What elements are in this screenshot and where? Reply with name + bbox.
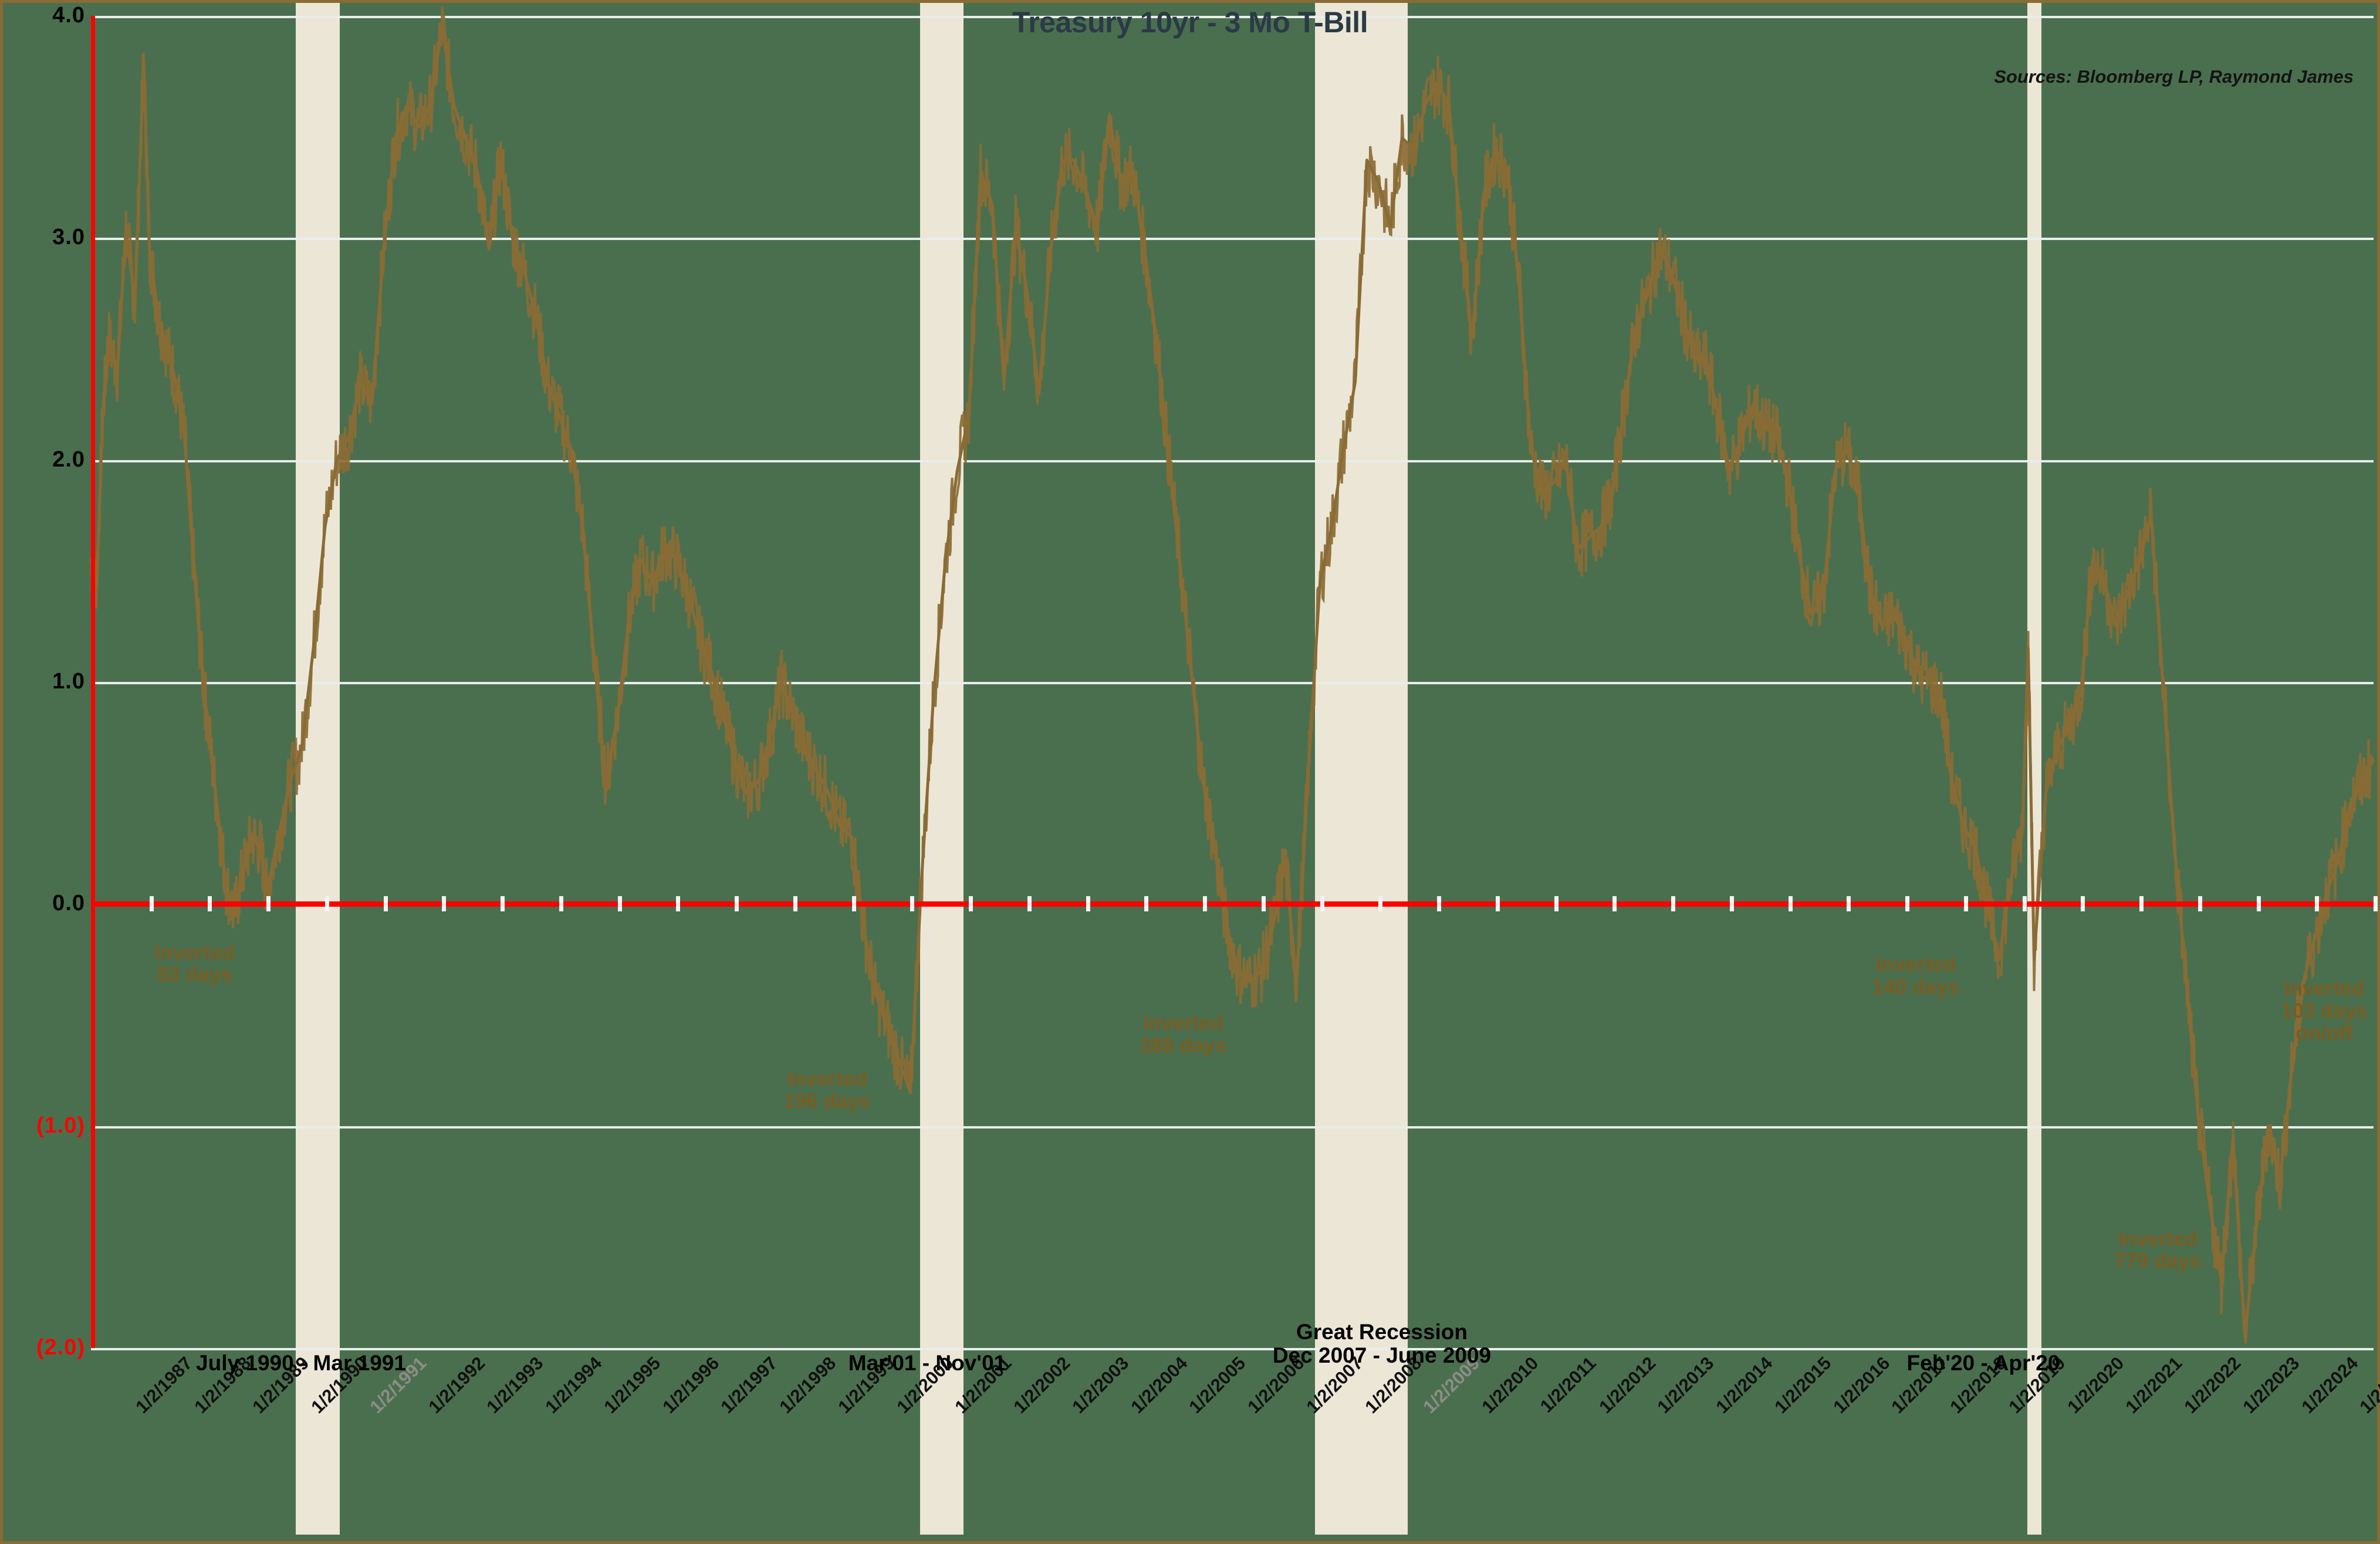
x-axis-labels: 1/2/1987 1/2/1988 1/2/1989 1/2/1990 1/2/1991… (91, 1353, 2380, 1540)
zero-line (91, 901, 2374, 907)
x-tick-mark (442, 896, 447, 912)
x-axis-tick-label: 1/2/2024 (2297, 1353, 2362, 1418)
y-axis-tick-label: 1.0 (52, 669, 85, 694)
x-axis-tick-label: 1/2/2003 (1068, 1353, 1133, 1418)
x-tick-mark (1203, 896, 1208, 912)
x-axis-tick-label: 1/2/2023 (2239, 1353, 2304, 1418)
x-tick-mark (1027, 896, 1032, 912)
gridline (91, 238, 2374, 241)
x-tick-mark (383, 896, 388, 912)
x-tick-mark (149, 896, 154, 912)
inverted-annotation: Inverted 196 days (783, 1067, 871, 1113)
x-axis-tick-label: 1/2/1997 (716, 1353, 782, 1418)
spread-line-detail (90, 6, 2374, 1344)
x-tick-mark (910, 896, 915, 912)
x-tick-mark (2198, 896, 2202, 912)
y-axis-tick-label: 2.0 (52, 447, 85, 472)
x-tick-mark (2139, 896, 2144, 912)
gridline (91, 1126, 2374, 1129)
plot-area: Inverted 83 days Inverted 196 days Inverte… (89, 3, 2378, 1535)
x-tick-mark (2315, 896, 2320, 912)
x-tick-mark (1144, 896, 1149, 912)
x-axis-tick-label: 1/2/2022 (2180, 1353, 2245, 1418)
x-tick-mark (676, 896, 681, 912)
recession-caption: Feb'20 - Apr'20 (1906, 1351, 2060, 1375)
recession-caption: July 1990 - Mar 1991 (196, 1351, 406, 1375)
x-tick-mark (1437, 896, 1442, 912)
sources-note: Sources: Bloomberg LP, Raymond James (1994, 66, 2354, 87)
recession-caption: Great Recession Dec 2007 - June 2009 (1272, 1320, 1492, 1367)
gridline (91, 1348, 2374, 1350)
gridline (91, 460, 2374, 462)
recession-caption: Mar'01 - Nov'01 (848, 1351, 1006, 1375)
spread-line-path (89, 25, 2375, 1339)
x-axis-tick-label: 1/2/1994 (541, 1353, 606, 1418)
recession-band (296, 3, 340, 1535)
x-axis-tick-label: 1/2/2025 (2355, 1353, 2380, 1418)
inverted-annotation: Inverted 103 days on/off (2281, 977, 2368, 1045)
x-tick-mark (851, 896, 856, 912)
x-tick-mark (1847, 896, 1851, 912)
x-tick-mark (2256, 896, 2261, 912)
x-tick-mark (1554, 896, 1559, 912)
x-tick-mark (1963, 896, 1968, 912)
x-tick-mark (208, 896, 212, 912)
x-tick-mark (2081, 896, 2085, 912)
x-tick-mark (1729, 896, 1734, 912)
spread-series-line (89, 6, 2375, 1344)
x-axis-tick-label: 1/2/1993 (482, 1353, 547, 1418)
page-title: Treasury 10yr - 3 Mo T-Bill (1012, 6, 1368, 39)
inverted-annotation: Inverted 83 days (154, 941, 235, 986)
y-axis-tick-label: 0.0 (52, 891, 85, 916)
x-tick-mark (1905, 896, 1910, 912)
inverted-annotation: Inverted 388 days (1140, 1011, 1226, 1057)
x-axis-tick-label: 1/2/1995 (600, 1353, 665, 1418)
x-axis-tick-label: 1/2/2013 (1653, 1353, 1718, 1418)
x-tick-mark (1671, 896, 1676, 912)
x-tick-mark (324, 896, 329, 912)
x-tick-mark (1378, 896, 1383, 912)
inverted-annotation: Inverted 779 days (2114, 1227, 2202, 1273)
x-tick-mark (266, 896, 271, 912)
x-tick-mark (2374, 896, 2378, 912)
x-tick-mark (617, 896, 622, 912)
x-tick-mark (1788, 896, 1793, 912)
x-tick-mark (1612, 896, 1617, 912)
x-tick-mark (501, 896, 505, 912)
x-axis-tick-label: 1/2/2014 (1712, 1353, 1777, 1418)
y-axis-tick-label: (2.0) (36, 1335, 85, 1360)
x-tick-mark (1086, 896, 1090, 912)
x-tick-mark (735, 896, 739, 912)
x-axis-tick-label: 1/2/2012 (1594, 1353, 1659, 1418)
x-tick-mark (793, 896, 797, 912)
y-axis-tick-label: (1.0) (36, 1113, 85, 1138)
x-tick-mark (1261, 896, 1266, 912)
x-tick-mark (969, 896, 973, 912)
inverted-annotation: Inverted 140 days (1872, 953, 1959, 998)
x-tick-mark (559, 896, 563, 912)
y-axis-line (91, 16, 95, 1348)
x-axis-tick-label: 1/2/1996 (658, 1353, 724, 1418)
x-axis-tick-label: 1/2/2021 (2121, 1353, 2186, 1418)
x-tick-mark (2022, 896, 2027, 912)
x-tick-mark (1320, 896, 1324, 912)
gridline (91, 682, 2374, 684)
gridline (91, 16, 2374, 18)
x-tick-mark (1495, 896, 1500, 912)
y-axis-tick-label: 4.0 (52, 3, 85, 28)
x-axis-tick-label: 1/2/2015 (1770, 1353, 1835, 1418)
y-axis-tick-label: 3.0 (52, 225, 85, 250)
